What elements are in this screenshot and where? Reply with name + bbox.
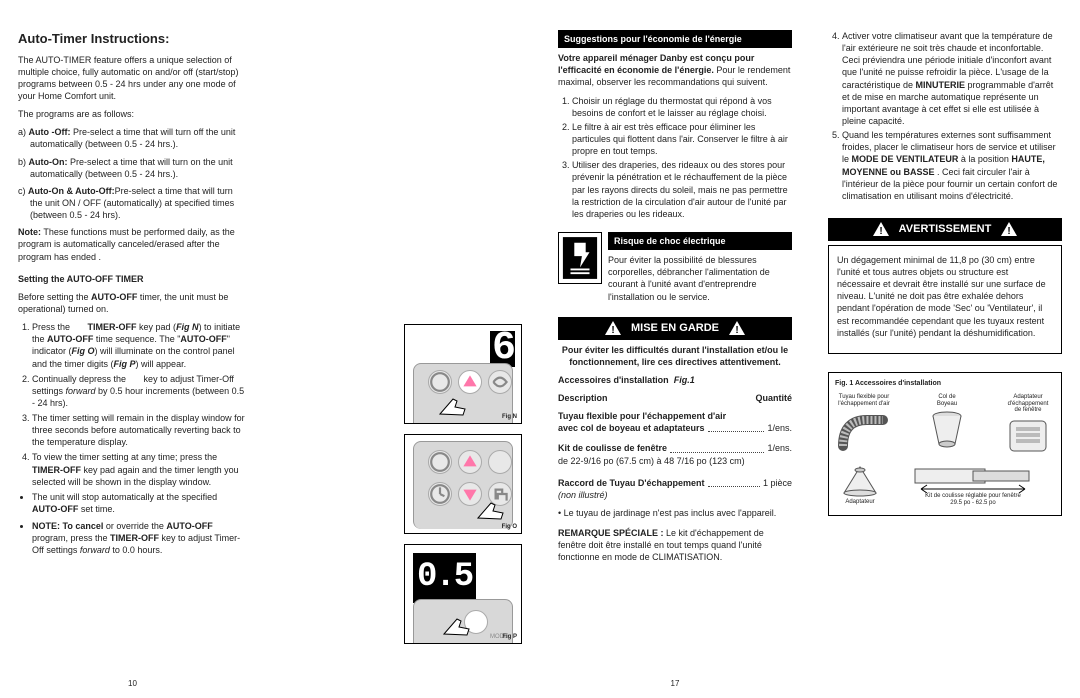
- figure-o: Fig O: [404, 434, 522, 534]
- figure-n: 6 Fig N: [404, 324, 522, 424]
- note-text: Note: These functions must be performed …: [18, 226, 247, 262]
- accessory-item: Tuyau flexible pour l'échappement d'air …: [558, 410, 792, 434]
- accessory-note: • Le tuyau de jardinage n'est pas inclus…: [558, 507, 792, 519]
- left-column-2: 6 Fig N Fig O: [265, 0, 540, 698]
- svg-text:!: !: [735, 325, 738, 335]
- suggestions-lead: Votre appareil ménager Danby est conçu p…: [558, 52, 792, 88]
- manual-spread: Auto-Timer Instructions: The AUTO-TIMER …: [0, 0, 1080, 698]
- shock-text: Pour éviter la possibilité de blessures …: [608, 254, 792, 303]
- display-digits: 0.5: [413, 553, 476, 603]
- steps-list: Press the TIMER-OFF key pad (Fig N) to i…: [18, 321, 247, 488]
- svg-text:!: !: [611, 325, 614, 335]
- hand-icon: [473, 493, 513, 523]
- right-column-2: Activer votre climatiseur avant que la t…: [810, 0, 1080, 698]
- hand-icon: [435, 389, 475, 419]
- page-number: 17: [540, 679, 810, 690]
- suggestions-list: Choisir un réglage du thermostat qui rép…: [558, 95, 792, 220]
- figure-stack: 6 Fig N Fig O: [283, 320, 522, 644]
- accessory-item: Kit de coulisse de fenêtre1/ens. de 22-9…: [558, 442, 792, 466]
- list-item: Choisir un réglage du thermostat qui rép…: [572, 95, 792, 119]
- bullet-list: The unit will stop automatically at the …: [18, 491, 247, 557]
- fig-label: Fig N: [502, 413, 517, 421]
- figure-p: 0.5 MODE Fig P: [404, 544, 522, 644]
- pre-step-text: Before setting the AUTO-OFF timer, the u…: [18, 291, 247, 315]
- warning-triangle-icon: !: [1001, 222, 1017, 236]
- page-number: 10: [0, 679, 265, 690]
- mise-text: Pour éviter les difficultés durant l'ins…: [558, 344, 792, 368]
- diagram-label: Col deBoyeau: [937, 394, 957, 407]
- fig-label: Fig P: [502, 633, 517, 641]
- avertissement-bar: ! AVERTISSEMENT !: [828, 218, 1062, 241]
- shock-icon: [558, 232, 602, 284]
- page-title: Auto-Timer Instructions:: [18, 30, 247, 48]
- diagram-label: Kit de coulisse réglable pour fenêtre29.…: [925, 493, 1021, 506]
- list-item: The unit will stop automatically at the …: [32, 491, 247, 515]
- programs-list: a) Auto -Off: Pre-select a time that wil…: [18, 126, 247, 221]
- list-item: a) Auto -Off: Pre-select a time that wil…: [30, 126, 247, 150]
- desc-qty-header: DescriptionQuantité: [558, 392, 792, 404]
- avertissement-box: Un dégagement minimal de 11,8 po (30 cm)…: [828, 245, 1062, 354]
- list-item: Le filtre à air est très efficace pour é…: [572, 121, 792, 157]
- subheading: Setting the AUTO-OFF TIMER: [18, 273, 247, 285]
- hand-icon: [439, 609, 479, 639]
- suggestions-list-cont: Activer votre climatiseur avant que la t…: [828, 30, 1062, 202]
- warning-triangle-icon: !: [729, 321, 745, 335]
- accessory-item: Raccord de Tuyau D'échappement1 pièce (n…: [558, 477, 792, 501]
- diagram-label: Adaptateur: [845, 499, 874, 506]
- programs-lead: The programs are as follows:: [18, 108, 247, 120]
- accessories-diagram: Fig. 1 Accessoires d'installation Tuyau …: [828, 372, 1062, 516]
- right-column-1: Suggestions pour l'économie de l'énergie…: [540, 0, 810, 698]
- list-item: NOTE: To cancel or override the AUTO-OFF…: [32, 520, 247, 556]
- warning-triangle-icon: !: [873, 222, 889, 236]
- slider-kit-icon: [913, 463, 1033, 493]
- diagram-label: Tuyau flexible pourl'échappement d'air: [838, 394, 890, 407]
- list-item: b) Auto-On: Pre-select a time that will …: [30, 156, 247, 180]
- accessories-header: Accessoires d'installation Fig.1: [558, 374, 792, 386]
- list-item: The timer setting will remain in the dis…: [32, 412, 247, 448]
- fig-label: Fig O: [502, 523, 517, 531]
- flex-hose-icon: [837, 410, 891, 454]
- shock-bar: Risque de choc électrique: [608, 232, 792, 250]
- mise-en-garde-bar: ! MISE EN GARDE !: [558, 317, 792, 340]
- remarque: REMARQUE SPÉCIALE : Le kit d'échappement…: [558, 527, 792, 563]
- left-column-1: Auto-Timer Instructions: The AUTO-TIMER …: [0, 0, 265, 698]
- svg-text:!: !: [1008, 226, 1011, 236]
- display-digit: 6: [490, 331, 515, 367]
- shock-row: Risque de choc électrique Pour éviter la…: [558, 232, 792, 309]
- list-item: Utiliser des draperies, des rideaux ou d…: [572, 159, 792, 220]
- list-item: Press the TIMER-OFF key pad (Fig N) to i…: [32, 321, 247, 370]
- list-item: Continually depress the key to adjust Ti…: [32, 373, 247, 409]
- list-item: Quand les températures externes sont suf…: [842, 129, 1062, 202]
- list-item: To view the timer setting at any time; p…: [32, 451, 247, 487]
- collar-icon: [929, 410, 965, 450]
- window-adapter-icon: [1004, 417, 1052, 457]
- list-item: Activer votre climatiseur avant que la t…: [842, 30, 1062, 127]
- adapter-icon: [840, 463, 880, 497]
- warning-triangle-icon: !: [605, 321, 621, 335]
- intro-text: The AUTO-TIMER feature offers a unique s…: [18, 54, 247, 103]
- diagram-label: Adaptateurd'échappementde fenêtre: [1008, 394, 1049, 414]
- list-item: c) Auto-On & Auto-Off:Pre-select a time …: [30, 185, 247, 221]
- suggestions-bar: Suggestions pour l'économie de l'énergie: [558, 30, 792, 48]
- svg-text:!: !: [879, 226, 882, 236]
